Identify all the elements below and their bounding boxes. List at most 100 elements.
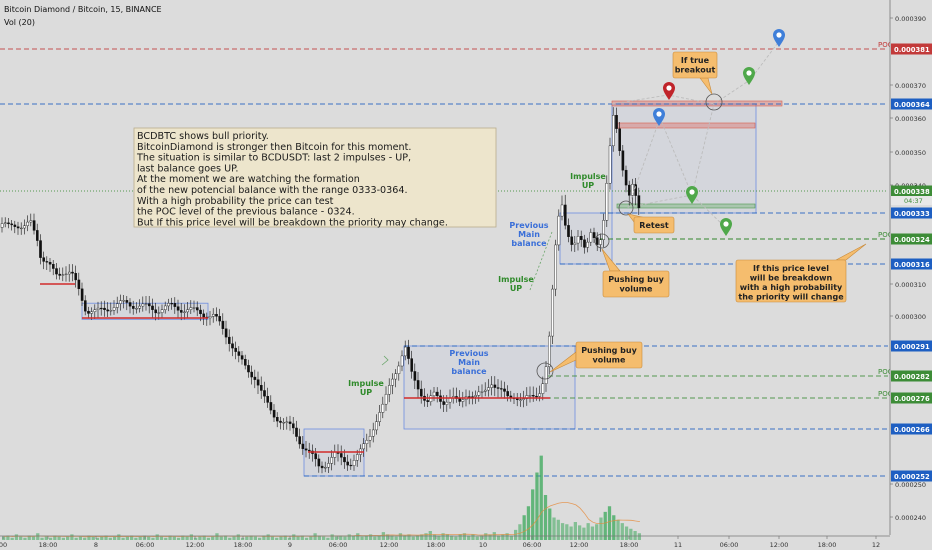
x-tick-label: 18:00 — [427, 541, 446, 549]
x-tick-label: 00 — [0, 541, 7, 549]
candle-body — [340, 453, 343, 458]
candle-body — [221, 320, 225, 329]
volume-bar — [270, 536, 275, 540]
volume-bar — [168, 535, 172, 540]
candle-body — [39, 240, 42, 258]
candle-body — [103, 307, 106, 310]
candle-body — [560, 204, 564, 217]
price-axis[interactable] — [890, 0, 932, 550]
price-label-text: 0.000364 — [894, 101, 930, 109]
push-circle-2 — [594, 233, 610, 249]
candle-body — [276, 417, 279, 422]
candle-body — [64, 273, 68, 275]
green-marker-icon — [743, 67, 755, 85]
x-tick-label: 06:00 — [523, 541, 542, 549]
candle-body — [564, 204, 567, 226]
volume-bar — [637, 533, 641, 540]
candle-body — [279, 420, 282, 423]
candle-body — [128, 302, 132, 307]
price-label-tag — [891, 43, 932, 55]
volume-bar — [198, 536, 202, 540]
candle-body — [234, 347, 238, 352]
volume-bar — [603, 511, 607, 540]
volume-bar — [441, 533, 445, 540]
candle-body — [170, 303, 174, 305]
candle-body — [295, 427, 298, 437]
forecast-path-breakout — [611, 39, 781, 105]
price-layer — [0, 107, 641, 474]
x-tick-label: 11 — [674, 541, 682, 549]
price-label-tag — [891, 98, 932, 110]
candle-body — [375, 421, 378, 431]
candle-body — [420, 388, 423, 397]
candle-body — [167, 303, 170, 307]
breakout-callout-tail — [699, 77, 713, 95]
candle-body — [407, 346, 410, 359]
price-label-text: 0.000282 — [894, 373, 930, 381]
candle-body — [532, 395, 535, 397]
blue-marker-icon-dot — [656, 111, 662, 117]
volume-bar — [181, 535, 185, 540]
volume-bar — [155, 534, 159, 540]
candle-body — [484, 389, 487, 392]
volume-bar — [189, 534, 193, 540]
candle-body — [163, 305, 167, 310]
x-tick-label: 12:00 — [770, 541, 789, 549]
chart-header: Bitcoin Diamond / Bitcoin, 15, BINANCE V… — [4, 3, 162, 29]
x-tick-label: 12:00 — [186, 541, 205, 549]
volume-bar — [539, 455, 543, 540]
volume-bar — [313, 533, 317, 540]
candle-body — [461, 399, 465, 402]
volume-bar — [130, 535, 134, 540]
volume-bar — [134, 537, 138, 540]
blue-marker-icon — [653, 108, 665, 126]
poc-label-7: POC — [878, 368, 893, 376]
candle-body — [0, 223, 4, 228]
candle-body — [365, 439, 369, 444]
candle-body — [192, 307, 196, 309]
volume-bar — [147, 536, 151, 540]
candle-body — [474, 395, 478, 398]
volume-bar — [390, 535, 394, 540]
annotations-layer: BCDBTC shows bull priority.BitcoinDiamon… — [133, 51, 867, 397]
candle-body — [202, 313, 206, 318]
volume-bar — [164, 537, 168, 540]
volume-bar — [428, 531, 432, 540]
candle-body — [493, 384, 497, 388]
analysis-note-line: With a high probability the price can te… — [137, 196, 334, 207]
volume-bar — [624, 526, 629, 540]
previous-main-balance-label: balance — [511, 239, 547, 248]
impulse-arrow — [381, 355, 389, 366]
volume-bar — [479, 535, 484, 540]
candle-body — [253, 376, 257, 380]
candle-body — [176, 306, 180, 311]
volume-bar — [185, 536, 189, 540]
volume-bar — [253, 536, 257, 540]
candle-body — [608, 145, 612, 184]
volume-bar — [394, 536, 398, 540]
analysis-note-line: of the new potencial balance with the ra… — [137, 185, 408, 196]
red-marker-icon-dot — [666, 85, 672, 91]
red-marker-icon — [663, 82, 675, 100]
candle-body — [260, 385, 263, 391]
volume-bar — [484, 533, 488, 540]
candle-body — [93, 309, 97, 312]
resistance-band-mid — [616, 122, 756, 129]
volume-bar — [57, 536, 61, 540]
candle-body — [256, 379, 260, 386]
volume-bar — [620, 523, 624, 540]
price-label-tag — [891, 340, 932, 352]
impulse-up-label: Impulse — [570, 172, 606, 181]
candle-body — [240, 355, 244, 360]
volume-bar — [172, 536, 176, 540]
volume-bar — [211, 536, 215, 540]
candle-body — [42, 257, 45, 262]
candle-body — [83, 300, 87, 312]
candle-body — [317, 458, 321, 467]
candle-body — [122, 300, 125, 302]
candle-body — [333, 452, 337, 458]
